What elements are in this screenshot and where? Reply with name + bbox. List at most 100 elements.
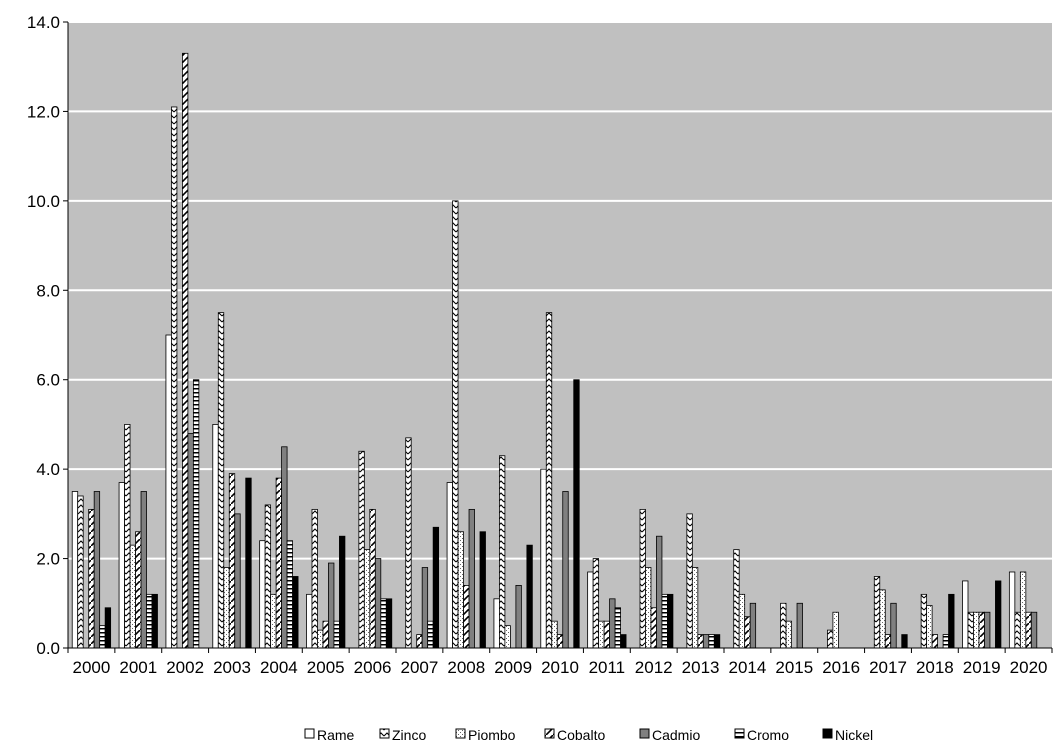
bar-nickel-2019	[995, 580, 1002, 649]
bar-zinco-2016	[827, 629, 834, 649]
y-axis-ticks: 0.0 2.0 4.0 6.0 8.0 10.0 12.0 14.0	[27, 13, 68, 658]
bar-cobalto-2005	[322, 620, 329, 649]
bar-cobalto-2014	[744, 616, 751, 649]
bar-piombo-2010	[551, 620, 558, 649]
bar-cobalto-2010	[556, 634, 564, 649]
bar-piombo-2011	[598, 620, 605, 649]
bar-zinco-2000	[77, 495, 84, 649]
x-tick-label: 2011	[589, 658, 626, 677]
bar-piombo-2016	[832, 611, 839, 649]
bar-zinco-2006	[358, 450, 365, 649]
bar-piombo-2013	[691, 567, 699, 649]
bar-cromo-2011	[614, 607, 621, 649]
bar-piombo-2001	[129, 544, 136, 649]
x-tick-label: 2004	[260, 658, 298, 677]
bar-piombo-2020	[1019, 571, 1027, 649]
legend-swatch-piombo	[455, 728, 466, 739]
x-tick-label: 2019	[963, 658, 1001, 677]
axes	[67, 22, 1052, 649]
bar-cadmio-2003	[234, 513, 241, 649]
legend-label-rame: Rame	[317, 727, 355, 743]
bar-rame-2002	[165, 334, 172, 649]
bar-zinco-2015	[780, 602, 787, 649]
bar-cromo-2000	[99, 625, 106, 649]
bar-cobalto-2013	[697, 634, 704, 649]
y-tick-label: 12.0	[27, 102, 60, 121]
bar-cobalto-2007	[416, 634, 423, 649]
y-tick-label: 6.0	[36, 371, 60, 390]
bar-rame-2020	[1008, 571, 1016, 649]
bar-cadmio-2008	[468, 508, 475, 649]
bar-rame-2005	[306, 593, 313, 649]
bar-piombo-2012	[645, 567, 652, 649]
legend-label-zinco: Zinco	[392, 727, 426, 743]
bar-piombo-2005	[317, 629, 324, 649]
y-tick-label: 8.0	[36, 281, 60, 300]
bar-nickel-2004	[292, 576, 299, 649]
bar-cromo-2012	[661, 593, 668, 649]
legend-label-cadmio: Cadmio	[652, 727, 700, 743]
x-tick-label: 2017	[869, 658, 907, 677]
bar-zinco-2004	[264, 504, 272, 649]
x-tick-label: 2005	[307, 658, 345, 677]
legend-label-cromo: Cromo	[747, 727, 789, 743]
bar-cromo-2001	[146, 593, 153, 649]
bar-cobalto-2012	[650, 607, 657, 649]
bar-cadmio-2014	[749, 602, 757, 649]
x-tick-label: 2007	[401, 658, 439, 677]
bar-zinco-2001	[124, 424, 131, 649]
bar-nickel-2012	[667, 593, 674, 649]
x-tick-label: 2013	[682, 658, 720, 677]
x-tick-label: 2008	[447, 658, 485, 677]
bar-piombo-2009	[504, 625, 511, 649]
bar-cobalto-2019	[978, 611, 985, 649]
bar-cadmio-2007	[421, 567, 429, 649]
bar-zinco-2014	[733, 549, 740, 649]
bar-zinco-2013	[686, 513, 693, 649]
bar-cromo-2002	[192, 379, 200, 649]
bar-nickel-2003	[245, 477, 252, 649]
bar-zinco-2018	[920, 593, 928, 649]
bar-piombo-2019	[973, 611, 980, 649]
bar-cadmio-2009	[515, 585, 522, 649]
x-tick-label: 2010	[541, 658, 579, 677]
legend-swatch-nickel	[822, 728, 833, 739]
bar-cadmio-2000	[93, 491, 101, 649]
bar-cobalto-2017	[884, 634, 892, 649]
bar-cobalto-2008	[463, 585, 470, 649]
bar-rame-2000	[71, 491, 79, 649]
bar-zinco-2020	[1014, 611, 1021, 649]
bar-piombo-2008	[457, 531, 464, 649]
bar-nickel-2001	[151, 593, 158, 649]
bar-piombo-2003	[223, 567, 230, 649]
bar-cadmio-2017	[890, 602, 897, 649]
legend-swatch-zinco	[379, 728, 390, 739]
bar-zinco-2009	[499, 455, 506, 649]
x-tick-label: 2001	[119, 658, 157, 677]
bar-zinco-2010	[545, 312, 553, 649]
bar-rame-2004	[259, 540, 266, 649]
bar-cadmio-2004	[281, 446, 288, 649]
bar-cobalto-2001	[135, 531, 142, 649]
y-tick-label: 4.0	[36, 460, 60, 479]
bar-cadmio-2005	[328, 562, 335, 649]
legend-swatch-rame	[304, 728, 315, 739]
bar-piombo-2004	[270, 593, 277, 649]
x-tick-label: 2003	[213, 658, 251, 677]
legend-swatch-cadmio	[639, 728, 650, 739]
bar-nickel-2000	[104, 607, 112, 649]
bar-rame-2019	[962, 580, 969, 649]
bar-zinco-2005	[311, 508, 318, 649]
x-tick-label: 2006	[354, 658, 392, 677]
x-tick-label: 2012	[635, 658, 673, 677]
bar-cadmio-2019	[984, 611, 991, 649]
bar-piombo-2018	[926, 605, 933, 649]
bar-nickel-2018	[948, 593, 955, 649]
bar-piombo-2006	[363, 549, 371, 649]
bar-cobalto-2003	[228, 473, 236, 649]
bar-rame-2008	[446, 482, 453, 649]
bar-cadmio-2001	[140, 491, 147, 649]
bar-cobalto-2004	[275, 477, 283, 649]
bar-piombo-2014	[738, 593, 746, 649]
